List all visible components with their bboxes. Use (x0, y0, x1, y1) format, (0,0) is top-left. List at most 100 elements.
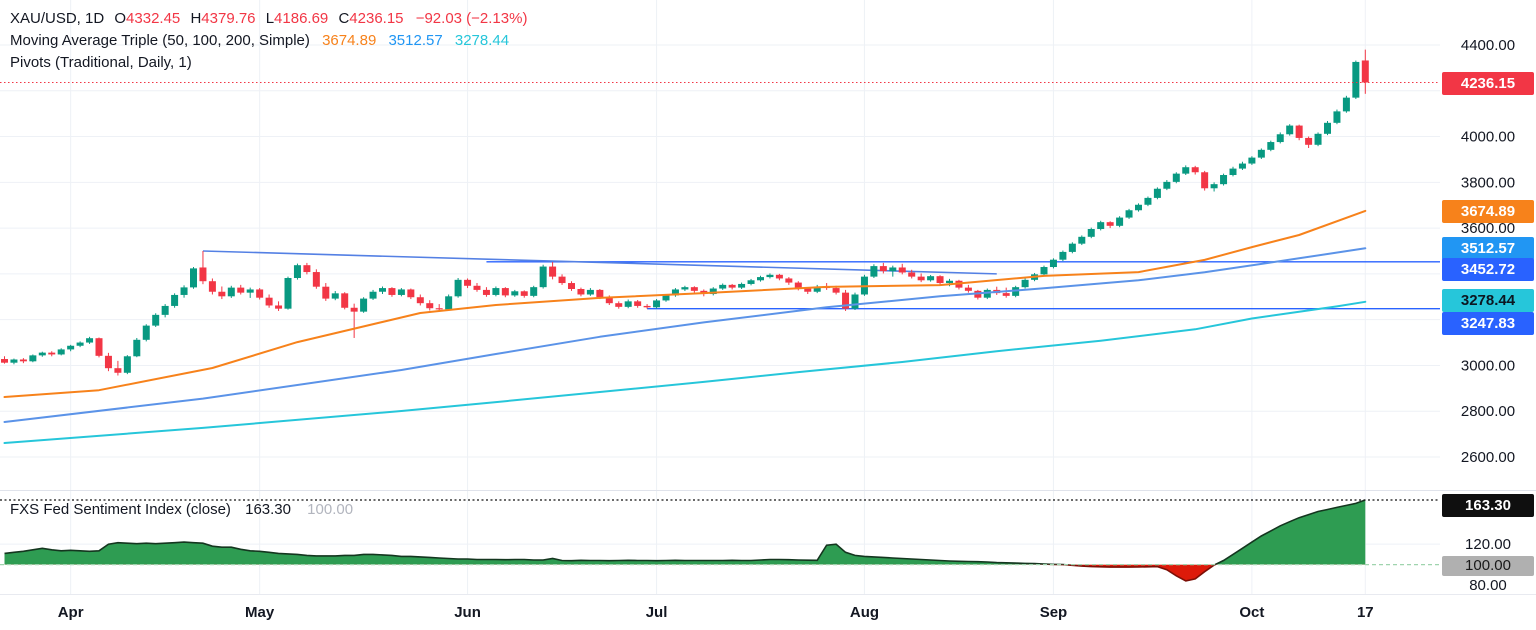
candle-body (1059, 251, 1067, 260)
close-value: 4236.15 (349, 10, 404, 27)
time-axis-separator (0, 594, 1536, 595)
ma50-value: 3674.89 (322, 32, 377, 49)
candle-body (303, 265, 311, 273)
candle-body (879, 266, 887, 272)
candle-body (397, 289, 405, 295)
candle-body (1220, 175, 1228, 185)
candle-body (246, 289, 254, 293)
candle-body (1097, 222, 1105, 230)
candle-body (38, 352, 46, 356)
time-axis-label: Jun (454, 604, 481, 621)
candle-body (1116, 217, 1124, 226)
candle-body (1324, 122, 1331, 134)
candle-body (293, 265, 301, 279)
time-axis-label: Aug (850, 604, 879, 621)
candle-body (312, 272, 320, 287)
candle-body (133, 339, 141, 357)
candle-body (10, 359, 18, 363)
candle-body (1182, 167, 1190, 174)
candle-body (1314, 133, 1322, 145)
price-scale[interactable]: 4400.00 4000.00 3800.00 3600.00 3000.00 2800.… (1461, 37, 1515, 594)
sentiment-indicator-title: FXS Fed Sentiment Index (close) (10, 501, 231, 518)
candle-body (889, 267, 897, 272)
candle-body (190, 268, 197, 288)
candle-body (851, 294, 859, 309)
ma200-price-badge: 3278.44 (1442, 289, 1534, 312)
candle-body (1125, 210, 1133, 218)
candle-body (520, 291, 528, 296)
high-value: 4379.76 (201, 10, 256, 27)
pivots-legend-row[interactable]: Pivots (Traditional, Daily, 1) (10, 52, 527, 74)
candle-body (690, 287, 698, 291)
candle-body (237, 287, 245, 293)
candle-body (615, 303, 623, 307)
candle-body (936, 276, 944, 284)
candle-body (388, 288, 396, 295)
candle-body (407, 289, 415, 298)
candle-body (1333, 111, 1341, 123)
candle-body (464, 279, 472, 286)
candle-body (738, 283, 746, 288)
candle-body (1361, 60, 1369, 83)
pane-separator[interactable] (0, 490, 1536, 491)
candle-body (747, 280, 755, 284)
pivot-s-price-badge: 3247.83 (1442, 312, 1534, 335)
candle-body (908, 272, 916, 277)
ma100-price-badge: 3512.57 (1442, 237, 1534, 260)
ma100-value: 3512.57 (388, 32, 443, 49)
sentiment-area-negative (1062, 564, 1216, 581)
candle-body (804, 288, 812, 292)
candle-body (416, 297, 424, 304)
candle-body (435, 308, 443, 310)
candle-body (1068, 243, 1076, 252)
candle-body (719, 284, 727, 289)
candle-body (1049, 259, 1057, 268)
time-axis-label: Oct (1239, 604, 1264, 621)
symbol-legend-row[interactable]: XAU/USD, 1D O4332.45 H4379.76 L4186.69 C… (10, 8, 527, 30)
candle-body (813, 286, 821, 292)
candle-body (1087, 229, 1095, 237)
time-axis[interactable]: Apr May Jun Jul Aug Sep Oct 17 (58, 604, 1374, 621)
candle-body (19, 359, 27, 362)
candle-body (558, 276, 566, 284)
candle-body (1040, 267, 1048, 275)
price-scale-label: 4000.00 (1461, 129, 1515, 146)
candle-body (142, 325, 150, 340)
candle-body (501, 288, 509, 296)
candle-body (76, 342, 84, 346)
candle-body (586, 289, 594, 295)
ma-line (3, 209, 1367, 398)
candle-body (104, 355, 112, 369)
main-legend: XAU/USD, 1D O4332.45 H4379.76 L4186.69 C… (10, 8, 527, 74)
candle-body (1248, 157, 1256, 164)
time-axis-label: May (245, 604, 275, 621)
candle-body (256, 289, 264, 298)
price-scale-label: 3000.00 (1461, 357, 1515, 374)
ma-indicator-title: Moving Average Triple (50, 100, 200, Sim… (10, 32, 310, 49)
candle-body (67, 345, 75, 350)
sentiment-last-badge: 163.30 (1442, 494, 1534, 517)
sentiment-legend-row[interactable]: FXS Fed Sentiment Index (close) 163.30 1… (10, 501, 353, 518)
candle-body (775, 274, 783, 279)
candle-body (757, 277, 764, 281)
price-scale-label: 3800.00 (1461, 174, 1515, 191)
sentiment-scale-label: 120.00 (1465, 536, 1511, 553)
candle-body (898, 267, 906, 273)
candle-body (29, 355, 37, 362)
candle-body (114, 368, 122, 373)
price-scale-label: 3600.00 (1461, 220, 1515, 237)
candle-body (785, 278, 793, 283)
open-value: 4332.45 (126, 10, 181, 27)
candle-body (445, 296, 453, 310)
ma-legend-row[interactable]: Moving Average Triple (50, 100, 200, Sim… (10, 30, 527, 52)
change-value: −92.03 (−2.13%) (415, 10, 528, 27)
candle-body (766, 274, 774, 278)
sentiment-line (4, 499, 1366, 565)
time-axis-label: 17 (1357, 604, 1374, 621)
ma-line (3, 247, 1367, 423)
ma200-value: 3278.44 (454, 32, 510, 49)
sentiment-line (1038, 564, 1217, 582)
candle-body (1144, 197, 1152, 205)
candle-body (492, 288, 500, 295)
